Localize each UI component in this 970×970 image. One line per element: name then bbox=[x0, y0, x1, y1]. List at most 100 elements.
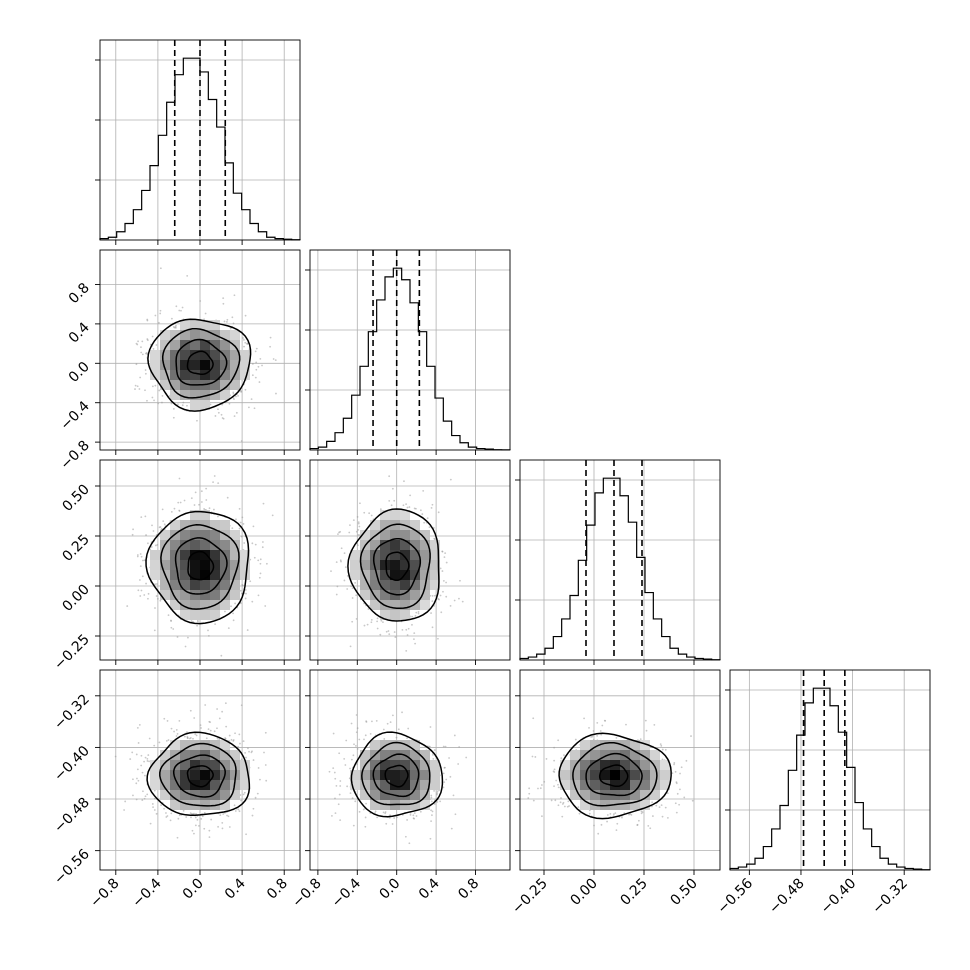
density-cell bbox=[230, 380, 240, 390]
scatter-point bbox=[407, 727, 410, 730]
scatter-point bbox=[177, 817, 180, 820]
scatter-point bbox=[343, 757, 346, 760]
scatter-point bbox=[405, 503, 408, 505]
scatter-point bbox=[332, 732, 335, 735]
density-cell bbox=[630, 750, 640, 760]
scatter-point bbox=[256, 792, 259, 795]
scatter-point bbox=[339, 780, 342, 782]
scatter-point bbox=[357, 521, 360, 524]
scatter-point bbox=[351, 620, 354, 623]
scatter-point bbox=[250, 398, 253, 401]
scatter-point bbox=[195, 813, 197, 815]
density-cell bbox=[410, 600, 420, 610]
scatter-point bbox=[235, 395, 237, 398]
density-cell bbox=[210, 760, 220, 770]
scatter-point bbox=[175, 305, 178, 308]
scatter-point bbox=[649, 827, 652, 830]
scatter-point bbox=[426, 517, 429, 520]
density-cell bbox=[400, 580, 410, 590]
scatter-point bbox=[242, 523, 245, 525]
density-cell bbox=[380, 530, 390, 540]
density-cell bbox=[190, 580, 200, 590]
scatter-point bbox=[449, 775, 452, 778]
scatter-point bbox=[174, 326, 177, 328]
pair-frame-2-1 bbox=[309, 459, 511, 661]
density-cell bbox=[170, 590, 180, 600]
density-cell bbox=[420, 590, 430, 600]
y-tick-label: 0.25 bbox=[59, 532, 92, 565]
density-cell bbox=[190, 370, 200, 380]
scatter-point bbox=[151, 803, 154, 805]
density-cell bbox=[390, 610, 400, 620]
density-cell bbox=[350, 550, 360, 560]
density-cell bbox=[590, 790, 600, 800]
scatter-point bbox=[691, 799, 694, 802]
scatter-point bbox=[577, 806, 580, 809]
scatter-point bbox=[411, 615, 414, 618]
density-cell bbox=[370, 760, 380, 770]
scatter-point bbox=[666, 817, 669, 819]
scatter-point bbox=[328, 770, 331, 773]
contour-level-3 bbox=[145, 510, 250, 625]
density-cell bbox=[630, 740, 640, 750]
density-cell bbox=[360, 530, 370, 540]
scatter-point bbox=[157, 402, 160, 405]
scatter-point bbox=[432, 753, 434, 756]
density-cell bbox=[230, 560, 240, 570]
scatter-point bbox=[221, 403, 224, 406]
density-cell bbox=[400, 530, 410, 540]
density-cell bbox=[220, 800, 230, 810]
scatter-point bbox=[254, 796, 257, 799]
scatter-point bbox=[352, 754, 355, 757]
scatter-point bbox=[371, 720, 373, 723]
scatter-point bbox=[208, 836, 211, 839]
scatter-point bbox=[385, 630, 388, 633]
scatter-point bbox=[226, 318, 229, 321]
density-cell bbox=[200, 590, 210, 600]
scatter-point bbox=[137, 742, 140, 744]
scatter-point bbox=[233, 415, 236, 418]
density-cell bbox=[150, 570, 160, 580]
scatter-point bbox=[545, 758, 548, 760]
scatter-point bbox=[173, 507, 176, 510]
density-cell bbox=[220, 740, 230, 750]
scatter-point bbox=[245, 833, 247, 836]
scatter-point bbox=[97, 373, 99, 375]
scatter-point bbox=[413, 507, 416, 510]
scatter-point bbox=[261, 364, 263, 367]
y-tick-label: 0.0 bbox=[66, 359, 93, 386]
scatter-point bbox=[351, 587, 354, 590]
scatter-point bbox=[244, 752, 246, 754]
density-cell bbox=[190, 560, 200, 570]
scatter-point bbox=[404, 835, 407, 838]
density-cell bbox=[420, 550, 430, 560]
scatter-point bbox=[159, 526, 162, 528]
scatter-point bbox=[539, 787, 542, 790]
density-cell bbox=[180, 560, 190, 570]
scatter-point bbox=[393, 499, 396, 502]
scatter-point bbox=[242, 337, 244, 339]
density-cell bbox=[190, 360, 200, 370]
scatter-point bbox=[175, 728, 178, 731]
scatter-point bbox=[134, 388, 136, 390]
scatter-point bbox=[240, 535, 243, 538]
scatter-point bbox=[176, 636, 179, 638]
scatter-point bbox=[147, 542, 149, 545]
scatter-point bbox=[339, 819, 342, 822]
scatter-point bbox=[407, 627, 410, 630]
scatter-point bbox=[367, 608, 370, 610]
density-cell bbox=[430, 760, 440, 770]
density-cell bbox=[180, 610, 190, 620]
scatter-point bbox=[346, 588, 349, 590]
scatter-point bbox=[136, 726, 139, 729]
scatter-point bbox=[441, 570, 444, 572]
density-cell bbox=[580, 770, 590, 780]
scatter-point bbox=[132, 778, 134, 781]
scatter-point bbox=[143, 797, 146, 800]
pair-panel-1-0 bbox=[95, 249, 301, 455]
histogram-panel-2 bbox=[515, 459, 721, 665]
scatter-point bbox=[588, 726, 590, 729]
scatter-point bbox=[376, 617, 379, 620]
density-cell bbox=[660, 770, 670, 780]
scatter-point bbox=[428, 526, 431, 529]
